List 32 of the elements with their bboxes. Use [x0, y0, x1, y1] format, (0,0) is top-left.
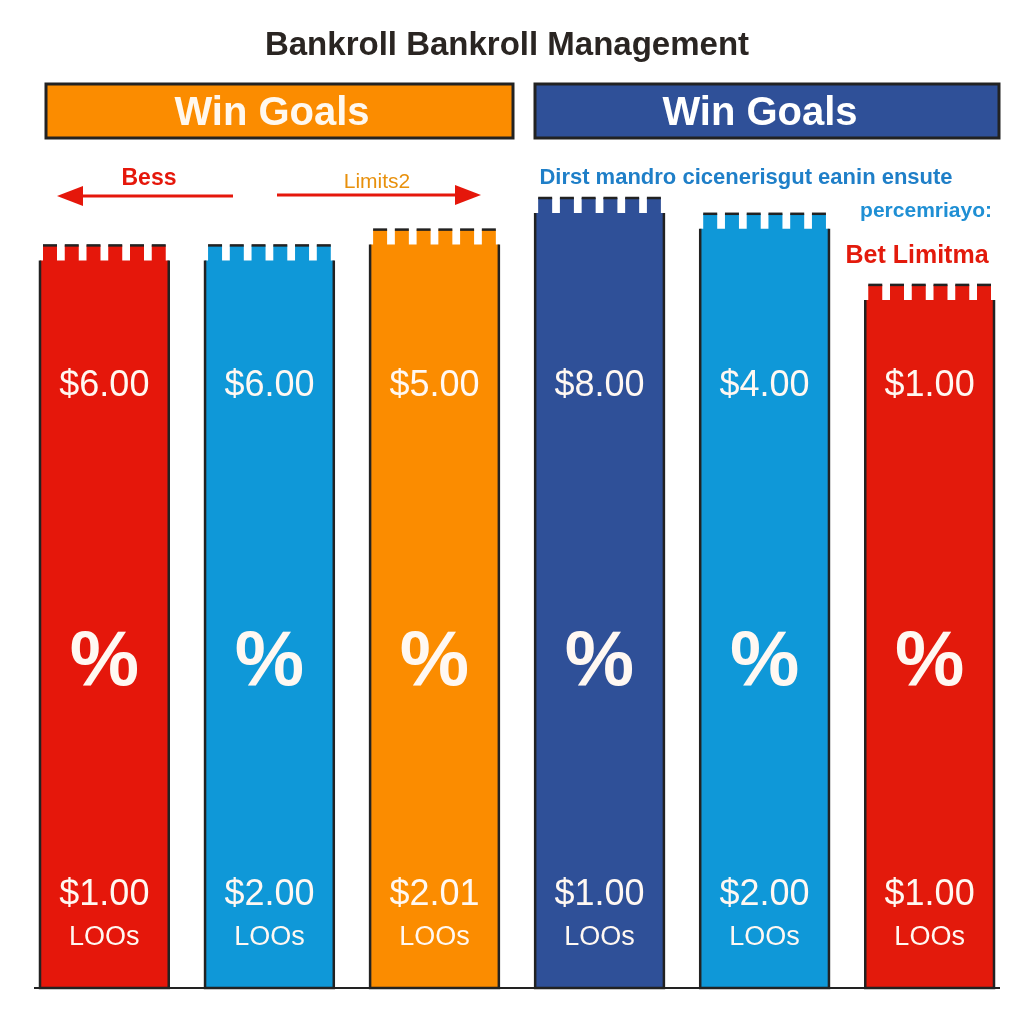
annotation: LOOs: [399, 921, 470, 951]
annotation: LOOs: [69, 921, 140, 951]
annotation: $1.00: [59, 872, 150, 913]
annotation: $2.01: [389, 872, 480, 913]
annotation: LOOs: [894, 921, 965, 951]
annotation: $6.00: [224, 363, 315, 404]
text: Win Goals: [174, 89, 370, 133]
annotation: %: [729, 614, 800, 702]
annotation: $1.00: [884, 363, 975, 404]
annotation: $1.00: [554, 872, 645, 913]
annotation: $2.00: [719, 872, 810, 913]
annotation: %: [399, 614, 470, 702]
annotation: percemriayo:: [860, 198, 992, 221]
annotation: Bet Limitma: [845, 240, 990, 268]
annotation: $6.00: [59, 363, 150, 404]
annotation: %: [234, 614, 305, 702]
annotation: %: [69, 614, 140, 702]
text: Bess: [121, 164, 177, 190]
annotation: LOOs: [234, 921, 305, 951]
annotation: $2.00: [224, 872, 315, 913]
annotation: LOOs: [729, 921, 800, 951]
annotation: %: [894, 614, 965, 702]
annotation: LOOs: [564, 921, 635, 951]
text: Dirst mandro cicenerisgut eanin ensute: [539, 164, 953, 189]
annotation: $4.00: [719, 363, 810, 404]
annotation: $1.00: [884, 872, 975, 913]
text: Limits2: [343, 169, 411, 192]
annotation: $5.00: [389, 363, 480, 404]
annotation: %: [564, 614, 635, 702]
chart-title: Bankroll Bankroll Management: [264, 25, 750, 62]
text: Win Goals: [662, 89, 858, 133]
annotation: $8.00: [554, 363, 645, 404]
